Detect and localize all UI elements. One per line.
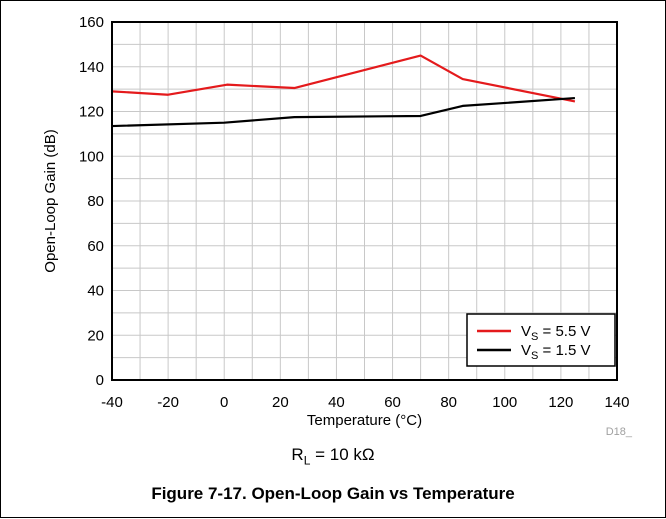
figure-caption: Figure 7-17. Open-Loop Gain vs Temperatu… — [151, 484, 515, 503]
x-tick-label: 60 — [384, 394, 401, 411]
series-lines — [111, 54, 576, 128]
legend-entry: VS = 5.5 V — [521, 323, 590, 343]
legend-box — [466, 313, 616, 367]
x-tick-labels: -40 -20 0 20 40 60 80 100 120 140 — [101, 394, 629, 411]
x-tick-label: 40 — [328, 394, 345, 411]
series-line-vs-1-5v — [111, 96, 575, 128]
x-tick-label: 80 — [440, 394, 457, 411]
y-tick-label: 100 — [79, 148, 104, 165]
x-tick-label: 0 — [220, 394, 228, 411]
y-tick-label: 120 — [79, 104, 104, 121]
x-tick-label: 100 — [492, 394, 517, 411]
y-tick-label: 80 — [87, 193, 104, 210]
series-line-vs-5-5v — [111, 54, 576, 103]
y-tick-label: 160 — [79, 14, 104, 31]
y-tick-label: 40 — [87, 283, 104, 300]
top-rule — [0, 0, 666, 1]
open-loop-gain-chart: -40 -20 0 20 40 60 80 100 120 140 0 20 40 60 80 100 120… — [42, 14, 633, 438]
x-tick-label: -20 — [157, 394, 179, 411]
y-tick-label: 60 — [87, 238, 104, 255]
x-axis-label: Temperature (°C) — [307, 412, 422, 429]
condition-value: = 10 kΩ — [310, 445, 375, 464]
y-axis-label: Open-Loop Gain (dB) — [42, 129, 59, 272]
condition-subscript: L — [303, 453, 311, 468]
x-tick-label: 20 — [272, 394, 289, 411]
condition-prefix: R — [291, 445, 304, 464]
x-tick-label: -40 — [101, 394, 123, 411]
legend: VS = 5.5 VVS = 1.5 V — [466, 313, 616, 367]
plot-area-border — [111, 21, 618, 381]
y-tick-label: 20 — [87, 327, 104, 344]
grid-lines — [111, 21, 618, 381]
legend-entry: VS = 1.5 V — [521, 342, 590, 362]
y-tick-labels: 0 20 40 60 80 100 120 140 160 — [79, 14, 104, 389]
y-tick-label: 140 — [79, 59, 104, 76]
x-tick-label: 120 — [548, 394, 573, 411]
test-condition: RL = 10 kΩ — [0, 445, 666, 467]
y-tick-label: 0 — [96, 372, 104, 389]
x-tick-label: 140 — [604, 394, 629, 411]
figure-code: D18_ — [606, 426, 633, 438]
